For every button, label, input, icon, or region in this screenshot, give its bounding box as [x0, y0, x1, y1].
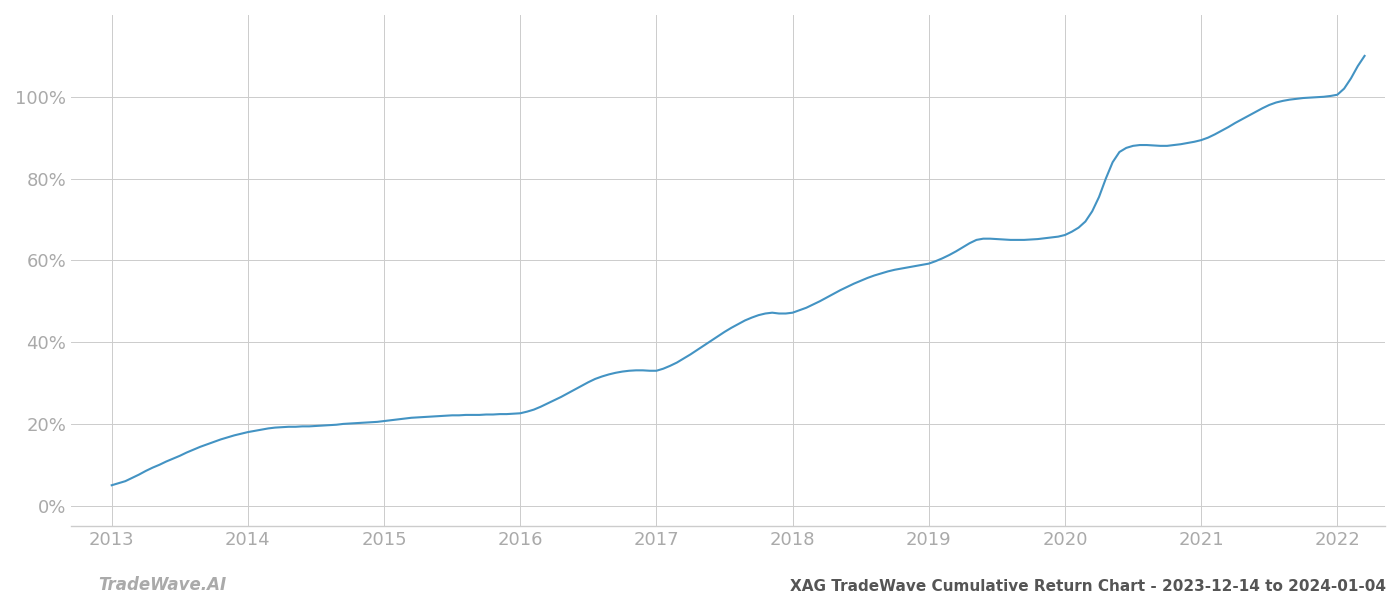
Text: TradeWave.AI: TradeWave.AI — [98, 576, 227, 594]
Text: XAG TradeWave Cumulative Return Chart - 2023-12-14 to 2024-01-04: XAG TradeWave Cumulative Return Chart - … — [790, 579, 1386, 594]
